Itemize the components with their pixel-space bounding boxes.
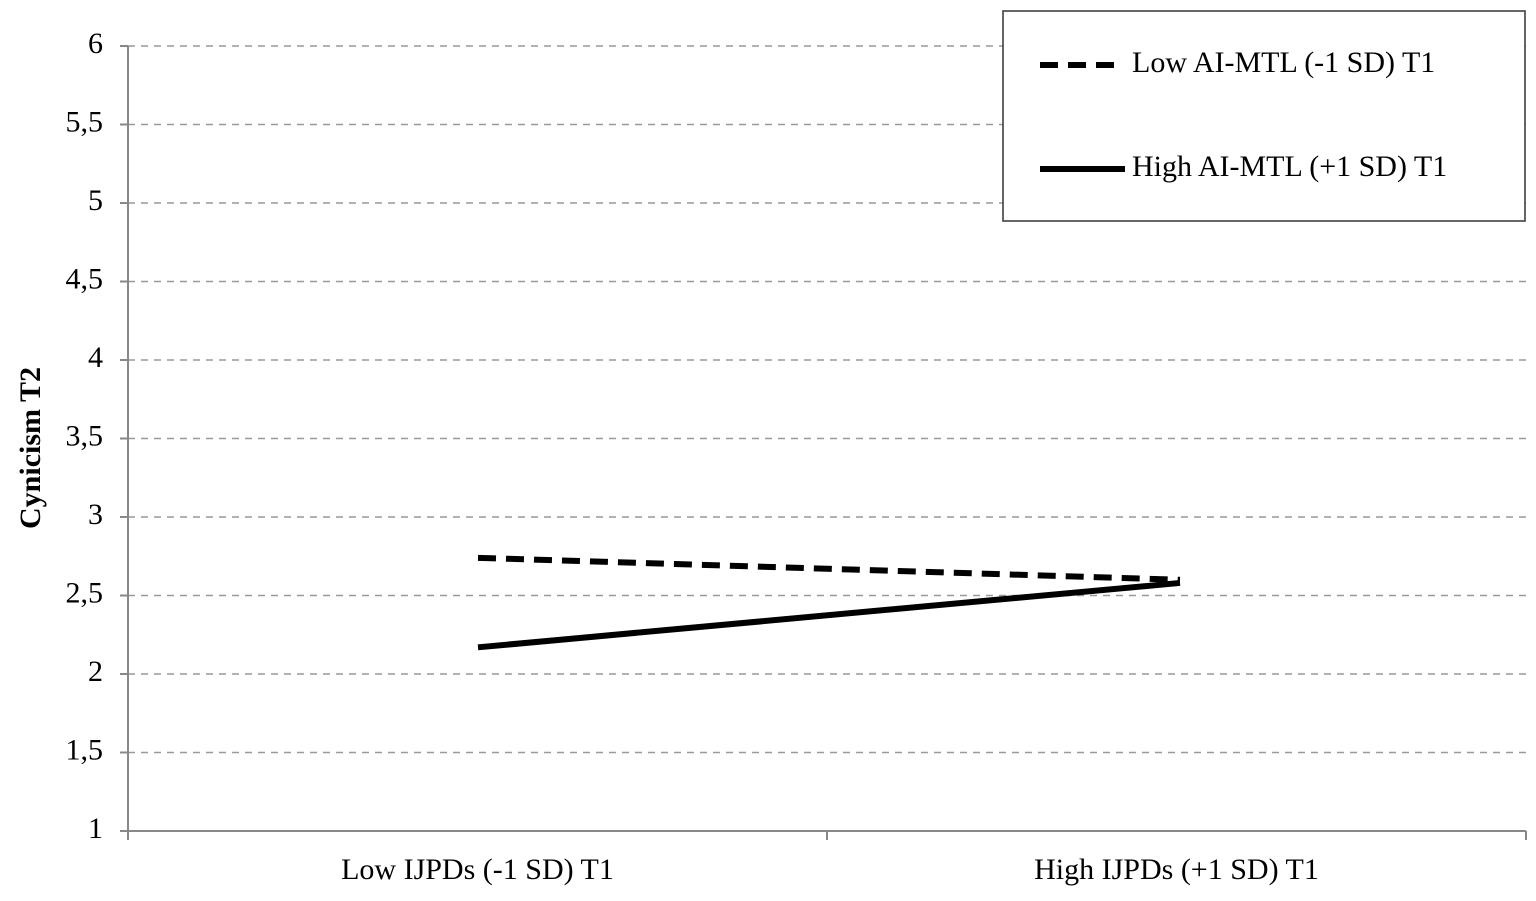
x-tick-label: Low IJPDs (-1 SD) T1 <box>341 853 614 886</box>
legend: Low AI-MTL (-1 SD) T1 High AI-MTL (+1 SD… <box>1002 10 1526 222</box>
y-tick-label: 5 <box>88 184 103 217</box>
x-ticks: Low IJPDs (-1 SD) T1 High IJPDs (+1 SD) T… <box>127 831 1527 886</box>
series-lines <box>477 554 1181 651</box>
legend-label-low-ai-mtl: Low AI-MTL (-1 SD) T1 <box>1132 46 1435 79</box>
legend-box <box>1002 10 1526 222</box>
y-tick-label: 2 <box>88 655 103 688</box>
y-tick-label: 3 <box>88 498 103 531</box>
x-tick-label: High IJPDs (+1 SD) T1 <box>1034 853 1319 886</box>
y-tick-label: 2,5 <box>66 576 104 609</box>
y-tick-label: 4 <box>88 341 103 374</box>
legend-label-high-ai-mtl: High AI-MTL (+1 SD) T1 <box>1132 150 1447 183</box>
y-tick-label: 5,5 <box>66 105 104 138</box>
y-tick-label: 1 <box>88 812 103 845</box>
y-tick-label: 1,5 <box>66 733 104 766</box>
series-line-low-ai-mtl <box>477 554 1181 583</box>
y-tick-label: 3,5 <box>66 419 104 452</box>
y-tick-label: 6 <box>88 27 103 60</box>
y-tick-label: 4,5 <box>66 262 104 295</box>
y-axis-title: Cynicism T2 <box>14 367 47 529</box>
y-ticks: 1 1,5 2 2,5 3 3,5 4 4,5 5 5,5 6 <box>66 27 128 845</box>
series-line-high-ai-mtl <box>477 579 1181 651</box>
